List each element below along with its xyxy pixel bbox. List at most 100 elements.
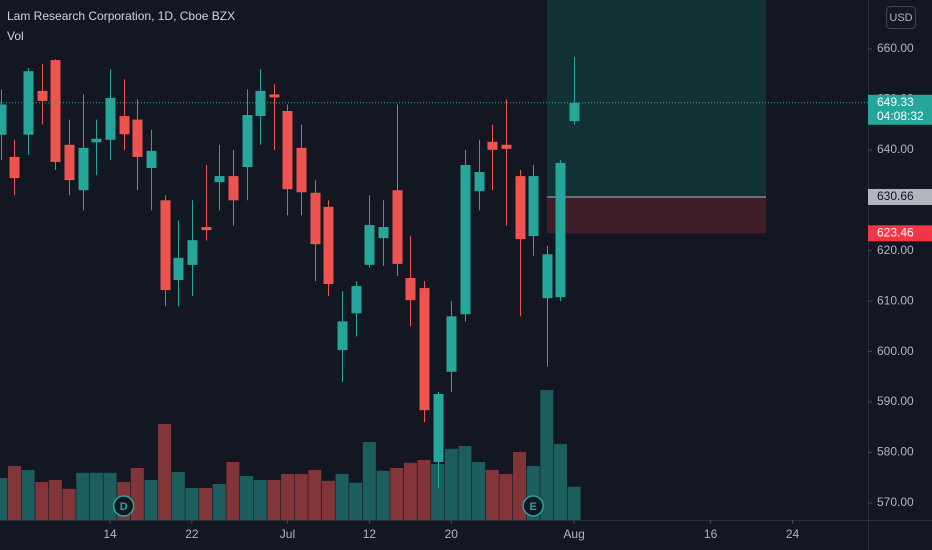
candle-body bbox=[91, 138, 102, 143]
candle-body bbox=[323, 206, 334, 285]
candle-body bbox=[351, 286, 362, 314]
candle-body bbox=[419, 288, 430, 411]
volume-bar bbox=[390, 468, 404, 520]
volume-bar bbox=[485, 470, 499, 520]
volume-bar bbox=[130, 468, 144, 520]
volume-bar bbox=[308, 470, 322, 520]
candle-body bbox=[337, 321, 348, 351]
volume-bar bbox=[0, 478, 8, 520]
y-tick-label: 580.00 bbox=[877, 445, 914, 459]
volume-bar bbox=[553, 444, 567, 520]
volume-bar bbox=[499, 474, 513, 520]
candle-body bbox=[242, 115, 253, 168]
volume-bar bbox=[540, 390, 554, 520]
candle-body bbox=[23, 71, 34, 135]
volume-bar bbox=[567, 486, 581, 520]
volume-bar bbox=[472, 462, 486, 520]
candle-body bbox=[542, 254, 553, 299]
volume-bar bbox=[253, 480, 267, 520]
y-tick-label: 570.00 bbox=[877, 495, 914, 509]
candle-body bbox=[528, 176, 539, 237]
currency-button[interactable] bbox=[886, 6, 916, 29]
x-tick-label: Aug bbox=[563, 527, 584, 541]
candle-body bbox=[460, 164, 471, 315]
currency[interactable]: USD bbox=[889, 12, 912, 24]
candle-body bbox=[569, 102, 580, 122]
volume-bar bbox=[212, 484, 226, 520]
volume-bar bbox=[376, 470, 390, 520]
volume-bar bbox=[158, 424, 172, 520]
candle-body bbox=[228, 176, 239, 201]
candle-body bbox=[555, 162, 566, 298]
volume-bar bbox=[240, 476, 254, 520]
candle-body bbox=[132, 119, 143, 157]
candle-body bbox=[64, 144, 75, 181]
candle-body bbox=[160, 200, 171, 291]
volume-bar bbox=[48, 480, 62, 520]
candle-body bbox=[501, 144, 512, 149]
volume-bar bbox=[7, 466, 21, 520]
x-tick-label: 24 bbox=[786, 527, 800, 541]
volume-bar bbox=[103, 472, 117, 520]
volume-bar bbox=[321, 480, 335, 520]
volume-bar bbox=[62, 488, 76, 520]
candle-body bbox=[37, 90, 48, 101]
price-label: 649.33 bbox=[877, 95, 914, 109]
volume-bar bbox=[185, 488, 199, 520]
volume-bar bbox=[417, 460, 431, 520]
candle-body bbox=[146, 150, 157, 169]
x-tick-label: Jul bbox=[280, 527, 295, 541]
volume-bar bbox=[280, 474, 294, 520]
volume-bar bbox=[444, 448, 458, 520]
y-tick-label: 590.00 bbox=[877, 394, 914, 408]
y-tick-label: 600.00 bbox=[877, 344, 914, 358]
volume-bar bbox=[226, 462, 240, 520]
chart-title: Lam Research Corporation, 1D, Cboe BZX bbox=[7, 9, 235, 23]
volume-bar bbox=[294, 474, 308, 520]
loss-zone bbox=[547, 196, 766, 234]
volume-bar bbox=[89, 472, 103, 520]
volume-bar bbox=[35, 482, 49, 520]
y-tick-label: 620.00 bbox=[877, 243, 914, 257]
volume-bar bbox=[21, 470, 35, 520]
candle-body bbox=[201, 227, 212, 231]
volume-bar bbox=[76, 472, 90, 520]
candle-body bbox=[310, 192, 321, 245]
volume-bar bbox=[171, 472, 185, 520]
price-label-box bbox=[868, 225, 932, 242]
candle-body bbox=[187, 240, 198, 265]
candle-body bbox=[50, 60, 61, 162]
y-tick-label: 640.00 bbox=[877, 142, 914, 156]
volume-bar bbox=[267, 480, 281, 520]
event-label: E bbox=[529, 501, 536, 513]
y-tick-label: 610.00 bbox=[877, 293, 914, 307]
candle-body bbox=[214, 176, 225, 183]
event-marker bbox=[112, 495, 135, 517]
x-tick-label: 14 bbox=[103, 527, 117, 541]
candle-body bbox=[119, 116, 130, 135]
candle-body bbox=[487, 141, 498, 150]
candle-body bbox=[296, 147, 307, 193]
volume-bar bbox=[144, 480, 158, 520]
price-label: 623.46 bbox=[877, 225, 914, 239]
volume-bar bbox=[403, 462, 417, 520]
volume-bar bbox=[431, 464, 445, 520]
volume-bar bbox=[199, 488, 213, 520]
candle-body bbox=[78, 147, 89, 191]
candle-body bbox=[433, 393, 444, 463]
volume-bar bbox=[335, 474, 349, 520]
price-countdown: 04:08:32 bbox=[877, 109, 924, 123]
candle-body bbox=[282, 111, 293, 190]
candle-body bbox=[378, 227, 389, 239]
candle-body bbox=[173, 257, 184, 280]
x-tick-label: 22 bbox=[185, 527, 199, 541]
price-label: 630.66 bbox=[877, 189, 914, 203]
candle-body bbox=[364, 225, 375, 265]
candle-body bbox=[392, 190, 403, 264]
profit-zone bbox=[547, 0, 766, 197]
price-label-box bbox=[868, 94, 932, 125]
volume-bar bbox=[513, 452, 527, 520]
candle-body bbox=[255, 90, 266, 117]
volume-bar bbox=[458, 446, 472, 520]
